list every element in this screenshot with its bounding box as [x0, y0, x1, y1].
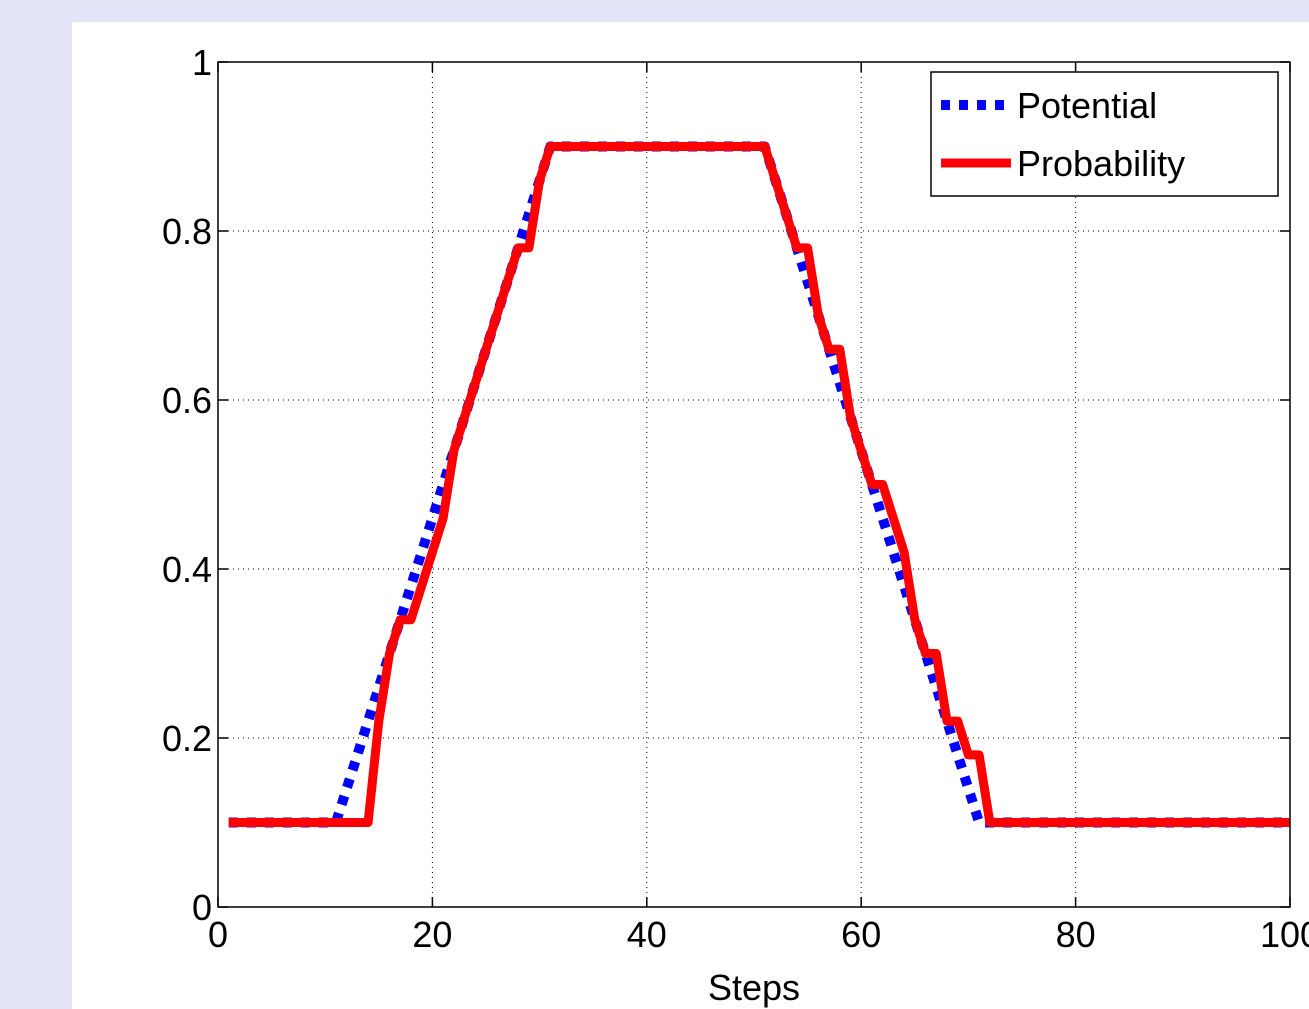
legend: Potential Probability	[930, 71, 1279, 197]
series-layer	[228, 141, 1290, 828]
x-tick-label: 100	[1260, 914, 1309, 955]
x-tick-label: 60	[841, 914, 881, 955]
axes-box	[217, 61, 1291, 908]
figure-panel: 0 20 40 60 80 100 0 0.2 0.4 0.6 0.8 1 Steps Potenti…	[72, 22, 1309, 1009]
y-tick-label: 0	[192, 887, 212, 928]
grid	[218, 62, 1290, 907]
x-tick-label: 80	[1056, 914, 1096, 955]
x-tick-label: 40	[627, 914, 667, 955]
y-tick-label: 1	[192, 42, 212, 83]
y-tick-label: 0.6	[162, 380, 212, 421]
x-tick-label: 20	[412, 914, 452, 955]
legend-box	[930, 71, 1279, 197]
legend-label-probability: Probability	[1017, 143, 1185, 184]
line-chart: 0 20 40 60 80 100 0 0.2 0.4 0.6 0.8 1 Steps Potenti…	[162, 42, 1309, 1008]
x-tick-label: 0	[208, 914, 228, 955]
series-line-probability	[228, 142, 1290, 827]
ticks: 0 20 40 60 80 100 0 0.2 0.4 0.6 0.8 1	[162, 42, 1309, 955]
y-tick-label: 0.2	[162, 718, 212, 759]
x-axis-title: Steps	[708, 967, 800, 1008]
y-tick-label: 0.8	[162, 211, 212, 252]
legend-label-potential: Potential	[1017, 85, 1157, 126]
plot-area	[218, 62, 1290, 907]
y-tick-label: 0.4	[162, 549, 212, 590]
